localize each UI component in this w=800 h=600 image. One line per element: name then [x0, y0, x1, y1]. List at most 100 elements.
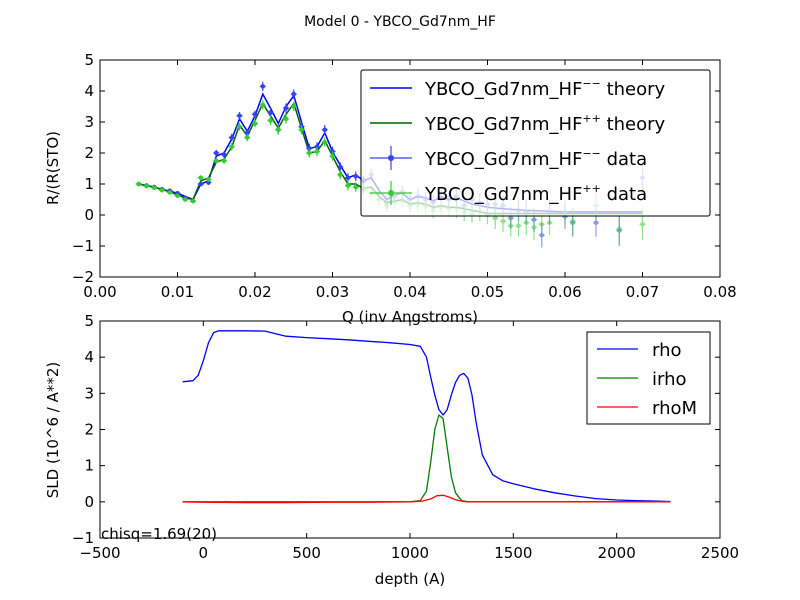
legend-label-superscript: −−: [582, 147, 600, 160]
sld-legend-entry: rho: [597, 340, 682, 361]
reflectivity-series-2-point: [197, 181, 204, 187]
sld-ticks: −500 0 500 1000 1500 2000 2500 −1 0 1 2 3 4 5: [72, 312, 739, 562]
sld-legend: rho irho rhoM: [586, 331, 711, 425]
reflectivity-xtick-label: 0.03: [316, 283, 349, 301]
reflectivity-legend-label: YBCO_Gd7nm_HF++ data: [424, 182, 647, 205]
sld-ytick-label: 0: [84, 493, 94, 511]
reflectivity-series-3-point: [337, 170, 344, 180]
reflectivity-series-3-point: [174, 193, 181, 199]
sld-xtick-label: 500: [292, 544, 321, 562]
legend-label-suffix: data: [601, 184, 647, 205]
sld-ylabel: SLD (10^6 / A**2): [44, 362, 62, 499]
reflectivity-plot: 0.00 0.01 0.02 0.03 0.04 0.05 0.06 0.07 0.08 −2 −1…: [44, 51, 737, 326]
reflectivity-series-2-point: [228, 133, 235, 142]
reflectivity-series-3-point: [166, 190, 173, 195]
reflectivity-ylabel: R/(R(STO): [44, 131, 62, 205]
reflectivity-series-2-point: [321, 125, 328, 135]
reflectivity-ytick-label: −1: [72, 237, 94, 255]
reflectivity-ytick-label: 0: [84, 206, 94, 224]
reflectivity-series-3-point: [329, 151, 336, 161]
reflectivity-series-3-point: [531, 215, 537, 240]
sld-series-layer: [182, 330, 671, 504]
sld-legend-label: rho: [652, 340, 682, 361]
reflectivity-legend-box: [360, 69, 711, 217]
reflectivity-series-3-point: [507, 215, 514, 237]
reflectivity-series-3-point: [345, 180, 351, 191]
reflectivity-legend-entry: YBCO_Gd7nm_HF++ data: [370, 181, 647, 205]
legend-marker: [388, 155, 394, 161]
reflectivity-series-3-point: [205, 176, 212, 182]
reflectivity-series-3-point: [190, 198, 196, 204]
reflectivity-series-3-point: [236, 122, 243, 131]
reflectivity-series-3-point: [135, 181, 142, 187]
legend-label-suffix: data: [601, 149, 647, 170]
sld-ytick-label: −1: [72, 529, 94, 547]
legend-label-base: YBCO_Gd7nm_HF: [424, 149, 582, 170]
reflectivity-series-2-point: [290, 89, 297, 99]
sld-rhoM-line: [182, 494, 671, 504]
sld-legend-entry: rhoM: [597, 398, 697, 419]
sld-xtick-label: 0: [199, 544, 209, 562]
reflectivity-xtick-label: 0.07: [626, 283, 659, 301]
sld-xlabel: depth (A): [375, 570, 445, 588]
sld-xtick-label: 1000: [391, 544, 429, 562]
reflectivity-series-2-point: [213, 149, 220, 157]
reflectivity-ytick-label: 4: [84, 82, 94, 100]
sld-xtick-label: 1500: [494, 544, 532, 562]
reflectivity-legend-label: YBCO_Gd7nm_HF−− data: [424, 147, 647, 170]
reflectivity-ytick-label: −2: [72, 268, 94, 286]
legend-label-base: YBCO_Gd7nm_HF: [424, 184, 582, 205]
reflectivity-xtick-label: 0.02: [238, 283, 271, 301]
chisq-annotation: chisq=1.69(20): [101, 525, 217, 543]
reflectivity-series-3-point: [298, 125, 305, 135]
reflectivity-legend-entry: YBCO_Gd7nm_HF−− data: [370, 146, 647, 170]
legend-label-superscript: ++: [582, 182, 600, 195]
reflectivity-xtick-label: 0.04: [393, 283, 426, 301]
reflectivity-series-3-point: [283, 114, 289, 124]
reflectivity-xtick-label: 0.05: [471, 283, 504, 301]
reflectivity-series-3-point: [228, 143, 235, 151]
reflectivity-xtick-label: 0.08: [703, 283, 736, 301]
reflectivity-xtick-label: 0.00: [83, 283, 116, 301]
reflectivity-series-3-point: [252, 119, 258, 128]
reflectivity-ytick-label: 3: [84, 113, 94, 131]
reflectivity-series-3-point: [143, 183, 150, 189]
figure-title: Model 0 - YBCO_Gd7nm_HF: [304, 14, 496, 30]
reflectivity-series-3-point: [221, 157, 227, 164]
reflectivity-series-2-point: [236, 112, 243, 120]
sld-xtick-label: 2500: [701, 544, 739, 562]
reflectivity-series-3-point: [244, 133, 251, 142]
sld-plot: −500 0 500 1000 1500 2000 2500 −1 0 1 2 3 4 5 chisq=1…: [44, 312, 739, 588]
reflectivity-series-2-point: [352, 171, 359, 181]
reflectivity-series-3-point: [314, 146, 320, 157]
legend-label-superscript: −−: [582, 77, 600, 90]
reflectivity-series-2-point: [221, 151, 227, 158]
reflectivity-ytick-label: 1: [84, 175, 94, 193]
reflectivity-series-3-point: [259, 100, 266, 110]
reflectivity-series-3-point: [616, 213, 623, 245]
reflectivity-series-3-point: [306, 148, 313, 158]
sld-rho-line: [182, 330, 671, 503]
sld-ytick-label: 3: [84, 384, 94, 402]
legend-label-suffix: theory: [601, 79, 666, 100]
reflectivity-series-2-point: [252, 110, 258, 118]
reflectivity-series-3-point: [151, 185, 158, 191]
reflectivity-series-3-point: [321, 137, 328, 147]
reflectivity-series-3-point: [352, 182, 359, 192]
sld-xtick-label: 2000: [598, 544, 636, 562]
sld-xtick-label: −500: [79, 544, 120, 562]
reflectivity-series-2-point: [283, 103, 289, 113]
reflectivity-legend-label: YBCO_Gd7nm_HF−− theory: [424, 77, 666, 100]
reflectivity-ytick-label: 2: [84, 144, 94, 162]
sld-ytick-label: 5: [84, 312, 94, 330]
sld-irho-line: [182, 414, 671, 503]
legend-label-base: YBCO_Gd7nm_HF: [424, 114, 582, 135]
reflectivity-series-3-point: [515, 215, 522, 237]
sld-ytick-label: 2: [84, 421, 94, 439]
sld-legend-label: rhoM: [652, 398, 697, 419]
reflectivity-ytick-label: 5: [84, 51, 94, 69]
legend-label-superscript: ++: [582, 112, 600, 125]
reflectivity-legend-label: YBCO_Gd7nm_HF++ theory: [424, 112, 666, 135]
